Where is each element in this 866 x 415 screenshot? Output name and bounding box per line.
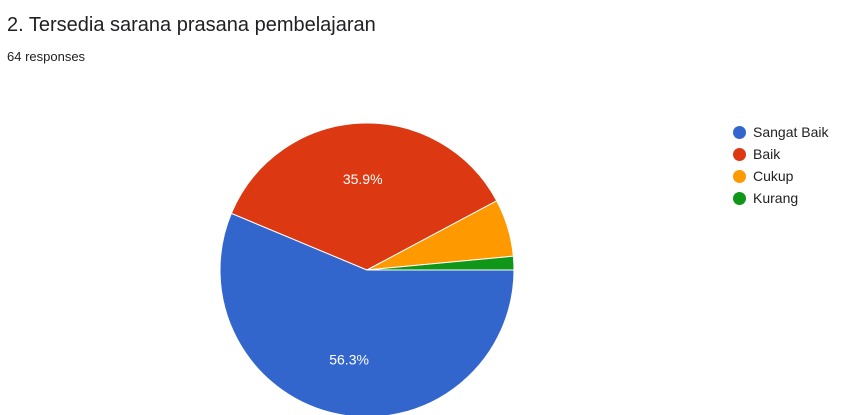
legend-swatch-icon [733,147,746,161]
legend-item-cukup[interactable]: Cukup [733,165,829,187]
slice-label-sangat-baik: 56.3% [329,351,369,367]
pie-slice-sangat-baik[interactable] [219,212,515,415]
chart-legend: Sangat Baik Baik Cukup Kurang [733,121,829,209]
legend-item-sangat-baik[interactable]: Sangat Baik [733,121,829,143]
legend-label: Cukup [753,168,794,184]
slice-label-baik: 35.9% [343,171,383,187]
legend-swatch-icon [733,125,746,139]
legend-item-baik[interactable]: Baik [733,143,829,165]
legend-label: Baik [753,146,781,162]
pie-slice-kurang[interactable] [366,255,515,271]
legend-label: Kurang [753,190,799,206]
legend-item-kurang[interactable]: Kurang [733,187,829,209]
legend-swatch-icon [733,169,746,183]
response-count: 64 responses [7,49,86,64]
chart-title: 2. Tersedia sarana prasana pembelajaran [7,14,376,36]
legend-label: Sangat Baik [753,124,829,140]
pie-slice-baik[interactable] [230,122,498,271]
legend-swatch-icon [733,191,746,205]
